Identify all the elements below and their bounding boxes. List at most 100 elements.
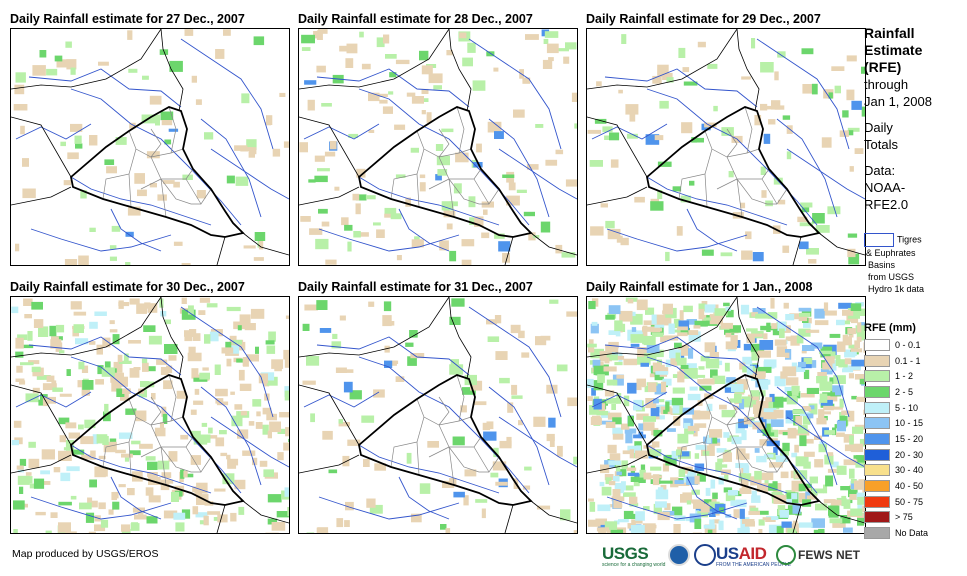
legend-item: No Data	[864, 525, 964, 541]
legend-swatch	[864, 495, 890, 508]
rainfall-map	[586, 296, 866, 534]
legend-label: 1 - 2	[895, 371, 914, 382]
legend-item: 15 - 20	[864, 431, 964, 447]
iraq-border	[646, 106, 821, 238]
iraq-border	[70, 374, 245, 506]
legend-label: 10 - 15	[895, 418, 924, 429]
panel-title: Daily Rainfall estimate for 1 Jan., 2008	[586, 280, 813, 294]
legend-swatch	[864, 417, 890, 430]
legend-swatch	[864, 527, 890, 540]
fewsnet-logo: FEWS NET	[798, 548, 860, 562]
rainfall-pixels	[13, 29, 289, 265]
basin-key-line: & Euphrates	[866, 248, 916, 258]
legend-swatch	[864, 370, 890, 383]
legend-label: 20 - 30	[895, 449, 924, 460]
usaid-logo: USAID FROM THE AMERICAN PEOPLE	[716, 544, 791, 568]
basin-key-line: Tigres	[897, 234, 922, 245]
legend-item: 1 - 2	[864, 368, 964, 384]
river-basins	[15, 306, 289, 520]
legend-item: > 75	[864, 510, 964, 526]
map-panel-6: Daily Rainfall estimate for 1 Jan., 2008	[586, 278, 866, 534]
basin-key-line: Hydro 1k data	[868, 284, 925, 294]
legend-label: 5 - 10	[895, 402, 919, 413]
legend-item: 20 - 30	[864, 447, 964, 463]
rainfall-pixels	[587, 297, 865, 533]
usgs-logo: USGS science for a changing world	[602, 544, 666, 568]
international-borders	[299, 29, 577, 265]
data-source-line: NOAA-	[864, 180, 906, 195]
basin-key: Tigres & Euphrates Basins from USGS Hydr…	[864, 233, 964, 295]
legend-swatch	[864, 464, 890, 477]
legend-label: 2 - 5	[895, 386, 914, 397]
legend-item: 40 - 50	[864, 478, 964, 494]
legend-label: 0 - 0.1	[895, 339, 921, 350]
map-panel-3: Daily Rainfall estimate for 29 Dec., 200…	[586, 10, 866, 266]
panel-title: Daily Rainfall estimate for 31 Dec., 200…	[298, 280, 533, 294]
rainfall-map	[586, 28, 866, 266]
iraq-border	[358, 106, 533, 238]
legend-swatch	[864, 385, 890, 398]
rainfall-map	[298, 28, 578, 266]
iraq-border	[70, 106, 245, 238]
river-basins	[591, 38, 865, 252]
totals-line: Daily	[864, 120, 893, 135]
rainfall-map	[298, 296, 578, 534]
legend-label: 50 - 75	[895, 496, 924, 507]
usaid-seal-icon	[694, 544, 716, 566]
through-text: through	[864, 77, 909, 92]
noaa-logo	[668, 544, 690, 566]
legend-swatch	[864, 338, 890, 351]
province-boundaries	[678, 106, 788, 218]
map-panel-4: Daily Rainfall estimate for 30 Dec., 200…	[10, 278, 290, 534]
map-title-line: Estimate	[864, 42, 923, 58]
rainfall-map	[10, 296, 290, 534]
legend-label: 0.1 - 1	[895, 355, 921, 366]
iraq-border	[646, 374, 821, 506]
map-credit: Map produced by USGS/EROS	[12, 548, 159, 560]
legend-swatch	[864, 401, 890, 414]
rainfall-pixels	[302, 298, 577, 533]
legend-title: RFE (mm)	[864, 322, 916, 334]
province-boundaries	[102, 106, 212, 218]
rainfall-pixels	[587, 34, 865, 265]
international-borders	[11, 297, 289, 533]
logos: USGS science for a changing world USAID FR…	[600, 540, 860, 570]
province-boundaries	[102, 374, 212, 486]
end-date: Jan 1, 2008	[864, 94, 932, 109]
international-borders	[587, 29, 865, 265]
legend-swatch	[864, 511, 890, 524]
legend-item: 30 - 40	[864, 463, 964, 479]
panel-title: Daily Rainfall estimate for 28 Dec., 200…	[298, 12, 533, 26]
rainfall-pixels	[11, 297, 289, 533]
rfe-legend: RFE (mm) 0 - 0.1 0.1 - 1 1 - 2 2 - 5 5 - 10 1…	[864, 322, 964, 541]
map-panel-1: Daily Rainfall estimate for 27 Dec., 200…	[10, 10, 290, 266]
legend-item: 5 - 10	[864, 400, 964, 416]
map-description: Rainfall Estimate (RFE) through Jan 1, 2…	[864, 25, 964, 213]
legend-swatch	[864, 480, 890, 493]
legend-label: 15 - 20	[895, 433, 924, 444]
data-source-line: RFE2.0	[864, 197, 909, 212]
province-boundaries	[390, 374, 500, 486]
river-basins	[591, 306, 865, 520]
legend-item: 0.1 - 1	[864, 353, 964, 369]
basin-key-line: from USGS	[868, 272, 915, 282]
legend-label: > 75	[895, 512, 913, 523]
totals-line: Totals	[864, 137, 898, 152]
panel-title: Daily Rainfall estimate for 30 Dec., 200…	[10, 280, 245, 294]
rainfall-pixels	[299, 29, 577, 265]
legend-label: No Data	[895, 528, 929, 539]
international-borders	[11, 29, 289, 265]
legend-item: 2 - 5	[864, 384, 964, 400]
river-basins	[15, 38, 289, 252]
legend-label: 40 - 50	[895, 481, 924, 492]
legend-item: 10 - 15	[864, 415, 964, 431]
province-boundaries	[390, 106, 500, 218]
legend-label: 30 - 40	[895, 465, 924, 476]
international-borders	[299, 297, 577, 533]
data-source-line: Data:	[864, 163, 896, 178]
river-basins	[303, 306, 577, 520]
rainfall-map	[10, 28, 290, 266]
map-panel-2: Daily Rainfall estimate for 28 Dec., 200…	[298, 10, 578, 266]
province-boundaries	[678, 374, 788, 486]
basin-key-line: Basins	[868, 260, 896, 270]
